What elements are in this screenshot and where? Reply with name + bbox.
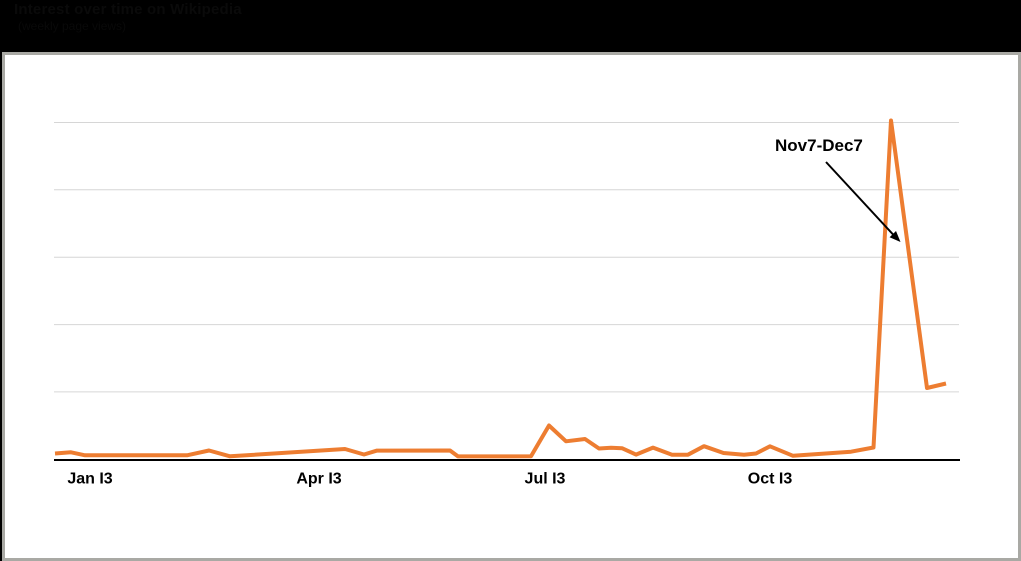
- svg-text:Jan I3: Jan I3: [67, 471, 112, 488]
- svg-text:Apr I3: Apr I3: [296, 471, 341, 488]
- svg-text:Jul I3: Jul I3: [525, 471, 566, 488]
- svg-text:Oct I3: Oct I3: [748, 471, 793, 488]
- svg-text:Nov7-Dec7: Nov7-Dec7: [775, 136, 863, 155]
